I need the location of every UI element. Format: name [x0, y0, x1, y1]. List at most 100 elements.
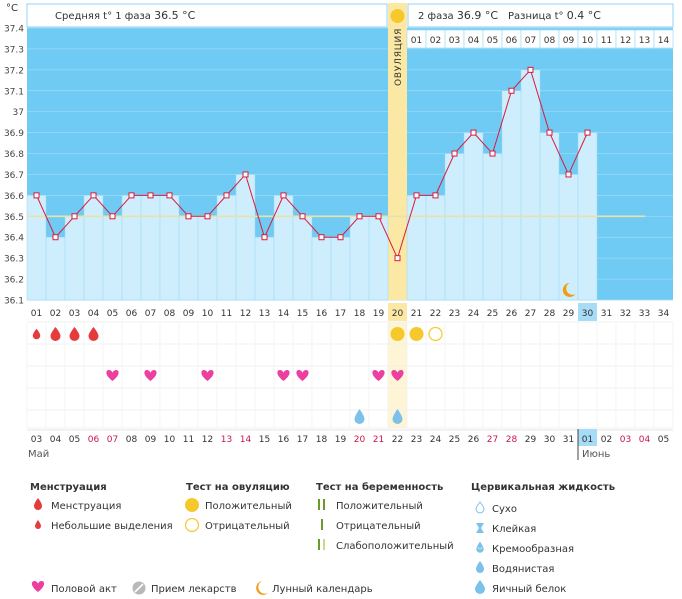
temperature-point[interactable]: [394, 255, 401, 262]
ovulation-day-marker: [388, 303, 407, 321]
month-end-label: Июнь: [582, 449, 610, 460]
legend-cf-watery: Водянистая: [492, 564, 554, 575]
temperature-point[interactable]: [337, 234, 344, 241]
calendar-date-label: 05: [69, 435, 80, 445]
temperature-bar: [406, 195, 427, 301]
menstruation-drop-icon: [32, 328, 41, 340]
ovulation-test-positive-icon: [409, 327, 424, 341]
calendar-date-label: 04: [50, 435, 62, 445]
temperature-bar: [45, 236, 66, 301]
ovulation-test-negative-icon: [428, 326, 443, 342]
temperature-bar: [330, 236, 351, 301]
temperature-point[interactable]: [109, 213, 116, 220]
temperature-point[interactable]: [318, 234, 325, 241]
temperature-point[interactable]: [565, 171, 572, 178]
calendar-date-label: 14: [240, 435, 252, 445]
calendar-date-label: 20: [354, 435, 366, 445]
calendar-date-label: 03: [620, 435, 631, 445]
temperature-point[interactable]: [546, 129, 553, 136]
temperature-point[interactable]: [166, 192, 173, 199]
intercourse-heart-icon: [144, 370, 157, 381]
temperature-bar: [197, 216, 218, 301]
cycle-day-label: 18: [354, 309, 366, 319]
post-ovulation-day-label: 02: [430, 36, 441, 46]
cycle-day-label: 19: [373, 309, 385, 319]
cycle-day-label: 21: [411, 309, 422, 319]
temperature-point[interactable]: [147, 192, 154, 199]
post-ovulation-day-label: 09: [563, 36, 575, 46]
calendar-date-label: 22: [392, 435, 403, 445]
temperature-point[interactable]: [299, 213, 306, 220]
temperature-point[interactable]: [356, 213, 363, 220]
post-ovulation-day-label: 14: [658, 36, 670, 46]
pill-icon-line: [134, 583, 144, 593]
temperature-point[interactable]: [261, 234, 268, 241]
temperature-point[interactable]: [432, 192, 439, 199]
y-tick-label: 36.4: [4, 234, 24, 244]
legend-cf-creamy: Кремообразная: [492, 544, 574, 555]
legend-intercourse: Половой акт: [51, 584, 117, 595]
legend-menstruation: Менструация: [51, 501, 121, 512]
pregnancy-negative-icon: [321, 519, 323, 530]
heart-icon: [31, 581, 45, 592]
intercourse-heart-icon: [277, 370, 290, 381]
temperature-point[interactable]: [33, 192, 40, 199]
calendar-date-label: 11: [183, 435, 194, 445]
calendar-date-label: 30: [544, 435, 556, 445]
calendar-date-label: 01: [582, 435, 593, 445]
temperature-point[interactable]: [470, 129, 477, 136]
temperature-point[interactable]: [413, 192, 420, 199]
temperature-point[interactable]: [242, 171, 249, 178]
temperature-point[interactable]: [204, 213, 211, 220]
temperature-point[interactable]: [52, 234, 59, 241]
temperature-bar: [235, 174, 256, 301]
cycle-day-label: 05: [107, 309, 118, 319]
cycle-day-label: 22: [430, 309, 441, 319]
temperature-point[interactable]: [128, 192, 135, 199]
cycle-day-label: 25: [487, 309, 498, 319]
y-tick-label: 37: [13, 108, 24, 118]
cycle-day-label: 03: [69, 309, 80, 319]
cycle-day-label: 16: [316, 309, 328, 319]
header-right-box: [407, 3, 674, 28]
menstruation-drop-icon: [50, 327, 61, 342]
legend-ovulation-test-title: Тест на овуляцию: [186, 482, 290, 493]
cycle-day-label: 23: [449, 309, 460, 319]
cycle-day-label: 02: [50, 309, 61, 319]
calendar-date-label: 18: [316, 435, 328, 445]
temperature-point[interactable]: [223, 192, 230, 199]
temperature-bar: [349, 216, 370, 301]
temperature-bar: [254, 236, 275, 301]
legend-cf-dry: Сухо: [492, 504, 517, 515]
calendar-date-label: 16: [278, 435, 290, 445]
calendar-date-label: 29: [525, 435, 537, 445]
temperature-point[interactable]: [451, 150, 458, 157]
cycle-day-label: 27: [525, 309, 536, 319]
temperature-point[interactable]: [375, 213, 382, 220]
temperature-point[interactable]: [90, 192, 97, 199]
temperature-bar: [368, 216, 389, 301]
y-tick-label: 36.7: [4, 171, 24, 181]
watery-icon: [476, 561, 484, 573]
temperature-bar: [178, 216, 199, 301]
temperature-point[interactable]: [508, 87, 515, 94]
difference-label: Разница t° 0.4 °C: [508, 9, 601, 22]
legend-cervical-title: Цервикальная жидкость: [471, 482, 615, 493]
y-tick-label: 36.9: [4, 129, 24, 139]
menstruation-drop-icon: [69, 327, 80, 342]
post-ovulation-day-cell: [653, 29, 674, 49]
y-tick-label: 36.2: [4, 276, 24, 286]
ovulation-band: [388, 3, 407, 300]
temperature-point[interactable]: [527, 66, 534, 73]
temperature-point[interactable]: [280, 192, 287, 199]
temperature-point[interactable]: [584, 129, 591, 136]
temperature-bar: [64, 216, 85, 301]
intercourse-heart-icon: [106, 370, 119, 381]
temperature-point[interactable]: [185, 213, 192, 220]
ovulation-sun-icon: [390, 9, 405, 23]
temperature-bar: [159, 195, 180, 301]
post-ovulation-day-label: 06: [506, 36, 518, 46]
y-tick-label: 37.4: [4, 25, 24, 35]
temperature-point[interactable]: [489, 150, 496, 157]
temperature-point[interactable]: [71, 213, 78, 220]
